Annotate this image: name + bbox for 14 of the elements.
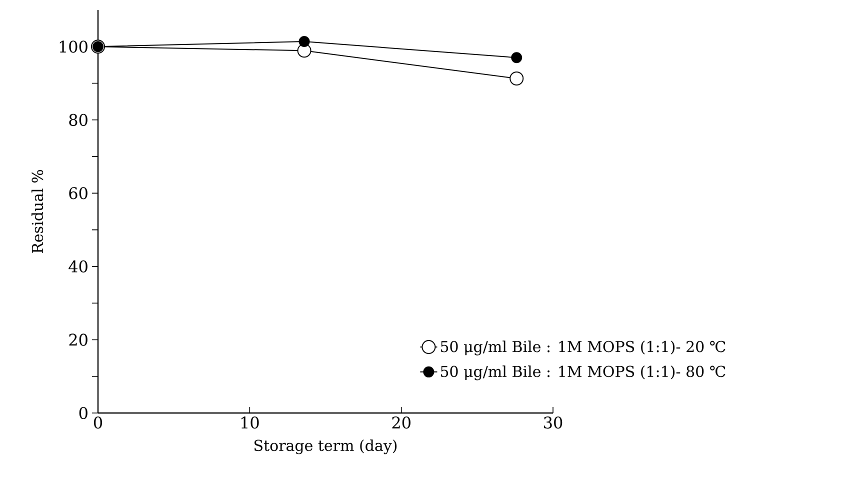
- y-tick-label: 100: [60, 40, 88, 53]
- y-tick-label: 80: [69, 114, 88, 126]
- y-tick-label: 20: [69, 334, 88, 346]
- x-tick-label: 10: [241, 416, 259, 429]
- x-tick-label: 20: [392, 416, 410, 429]
- y-tick-label: 40: [68, 260, 88, 273]
- y-tick-label: 0: [79, 406, 88, 420]
- x-axis-title: Storage term (day): [254, 439, 397, 454]
- legend-label: 50 μg/ml Bile : 1M MOPS (1:1)- 80 ℃: [440, 365, 726, 380]
- y-axis-title: Residual %: [31, 170, 44, 254]
- x-tick-label: 30: [544, 416, 562, 429]
- y-tick-label: 60: [69, 187, 88, 200]
- legend-label: 50 μg/ml Bile : 1M MOPS (1:1)- 20 ℃: [440, 340, 726, 356]
- x-tick-label: 0: [94, 416, 102, 429]
